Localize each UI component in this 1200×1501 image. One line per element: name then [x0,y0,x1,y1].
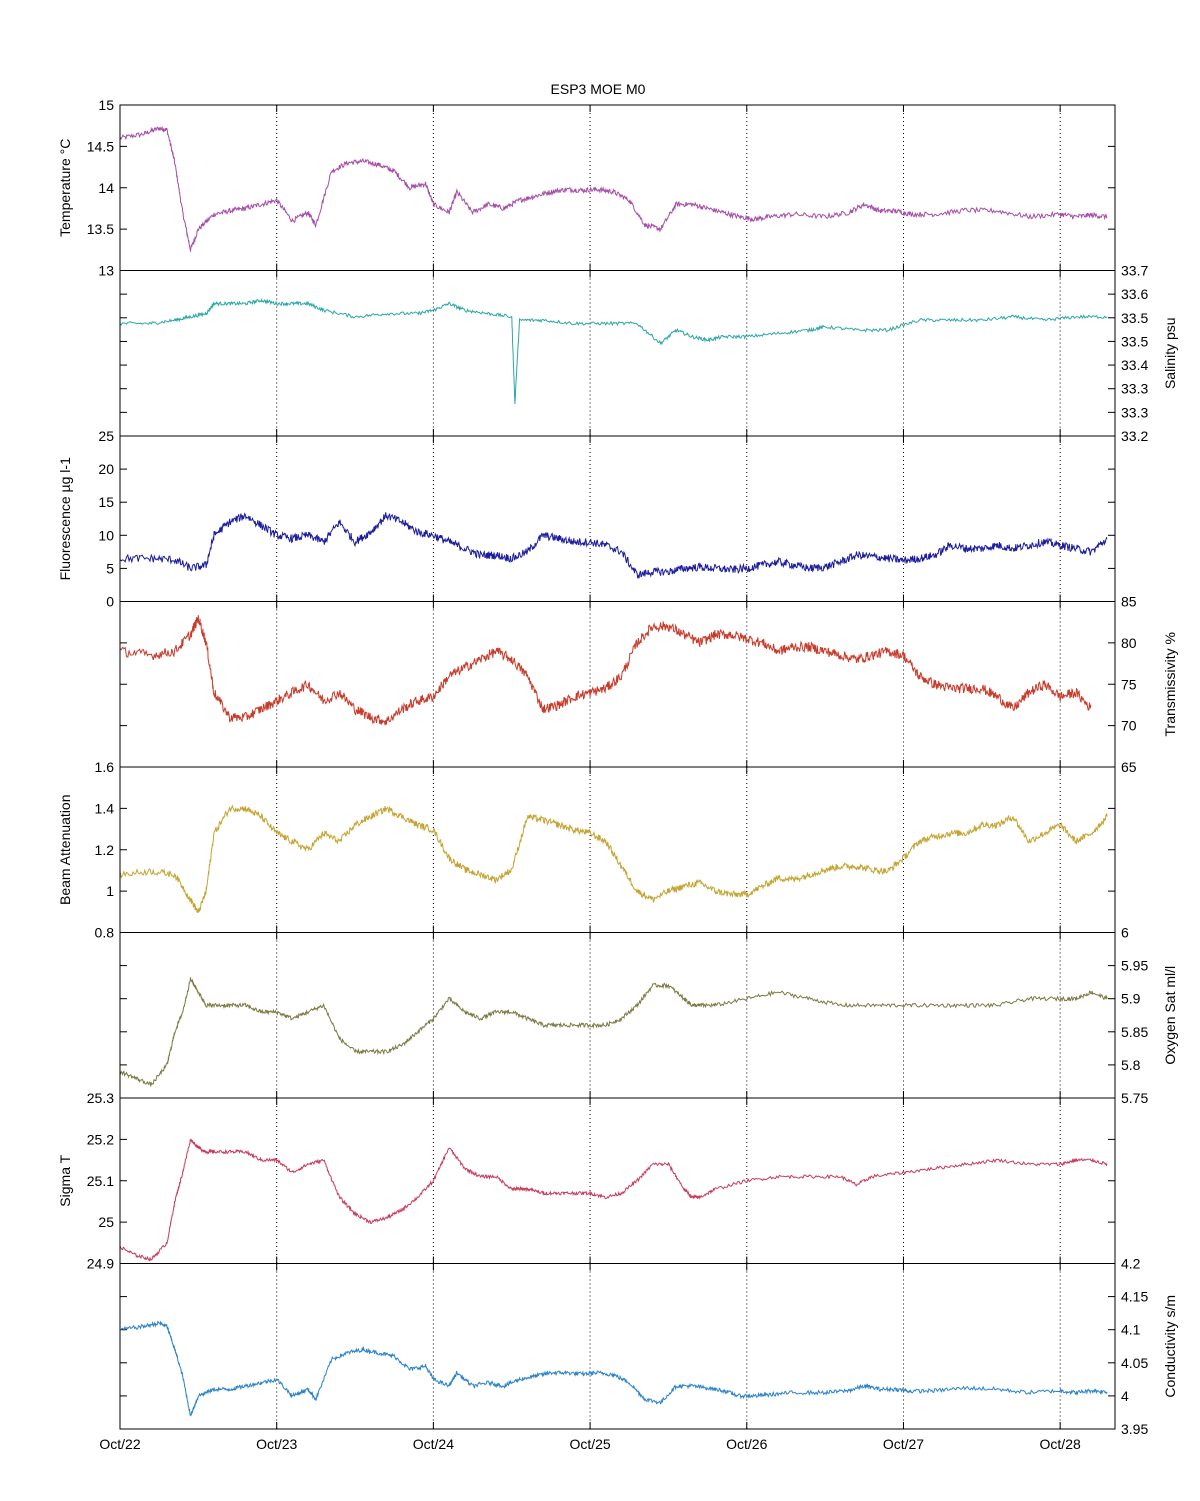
y-tick-label: 33.2 [1121,428,1148,444]
y-tick-label: 13.5 [87,221,114,237]
panel-8: 3.95 4 4.05 4.1 4.15 4.2 Conductivity s/m [119,1256,1178,1437]
series-line [119,977,1108,1087]
panel-frame [119,435,1116,602]
y-tick-label: 24.9 [87,1256,114,1272]
y-tick-label: 85 [1121,594,1137,610]
y-tick-label: 5.85 [1121,1024,1148,1040]
y-tick-label: 3.95 [1121,1421,1148,1437]
panel-frame [119,270,1116,437]
series-line [119,512,1108,579]
y-tick-label: 25 [98,1214,114,1230]
x-tick-label: Oct/27 [883,1436,924,1452]
x-tick-label: Oct/26 [726,1436,767,1452]
y-tick-label: 33.5 [1121,333,1148,349]
y-tick-label: 20 [98,461,114,477]
y-tick-label: 1.2 [95,842,115,858]
x-axis-ticks: Oct/22 Oct/23 Oct/24 Oct/25 Oct/26 Oct/27 Oct/… [99,1436,1081,1452]
panel-7: 24.9 25 25.1 25.2 25.3 Sigma T [57,1090,1116,1272]
y-axis-label: Beam Attenuation [57,794,73,905]
y-tick-label: 4 [1121,1388,1129,1404]
y-tick-label: 4.15 [1121,1289,1148,1305]
series-line [119,297,1108,405]
panel-2: 33.2 33.3 33.3 33.4 33.5 33.5 33.6 33.7 Salinity… [119,263,1178,444]
series-line [119,1320,1108,1417]
y-tick-label: 33.5 [1121,310,1148,326]
y-tick-label: 1.6 [95,759,115,775]
y-tick-label: 6 [1121,925,1129,941]
y-tick-label: 14.5 [87,138,114,154]
panel-frame [119,104,1116,271]
y-tick-label: 33.3 [1121,404,1148,420]
x-tick-label: Oct/25 [569,1436,610,1452]
series-line [119,615,1092,726]
y-tick-label: 65 [1121,759,1137,775]
y-axis-label: Conductivity s/m [1162,1295,1178,1398]
y-tick-label: 5 [106,560,114,576]
y-tick-label: 13 [98,263,114,279]
series-line [119,804,1108,913]
panel-frame [119,932,1116,1099]
y-tick-label: 75 [1121,676,1137,692]
y-tick-label: 25 [98,428,114,444]
y-tick-label: 1.4 [95,800,115,816]
panel-4: 65 70 75 80 85 Transmissivity % [119,594,1178,775]
x-tick-label: Oct/28 [1040,1436,1081,1452]
panel-frame [119,1263,1116,1430]
panel-frame [119,766,1116,933]
series-line [119,126,1108,252]
y-axis-label: Transmissivity % [1162,632,1178,737]
y-axis-label: Sigma T [57,1154,73,1206]
y-tick-label: 1 [106,883,114,899]
y-tick-label: 4.05 [1121,1355,1148,1371]
panel-frame [119,1097,1116,1264]
panel-3: 0 5 10 15 20 25 Fluorescence µg l-1 [57,428,1116,610]
x-tick-label: Oct/24 [413,1436,454,1452]
y-tick-label: 15 [98,494,114,510]
y-tick-label: 0.8 [95,925,115,941]
y-tick-label: 5.95 [1121,958,1148,974]
panel-1: 13 13.5 14 14.5 15 Temperature °C [57,97,1116,279]
y-tick-label: 4.2 [1121,1256,1141,1272]
y-tick-label: 33.6 [1121,286,1148,302]
panel-5: 0.8 1 1.2 1.4 1.6 Beam Attenuation [57,759,1116,941]
y-tick-label: 70 [1121,718,1137,734]
y-tick-label: 33.3 [1121,381,1148,397]
y-tick-label: 0 [106,594,114,610]
y-axis-label: Oxygen Sat ml/l [1162,966,1178,1065]
y-tick-label: 10 [98,527,114,543]
y-tick-label: 33.7 [1121,263,1148,279]
y-axis-label: Temperature °C [57,139,73,237]
y-tick-label: 5.8 [1121,1057,1141,1073]
y-tick-label: 25.3 [87,1090,114,1106]
x-tick-label: Oct/23 [256,1436,297,1452]
chart-title: ESP3 MOE M0 [551,81,646,97]
y-tick-label: 15 [98,97,114,113]
y-tick-label: 25.1 [87,1173,114,1189]
y-tick-label: 25.2 [87,1131,114,1147]
y-tick-label: 14 [98,180,114,196]
y-tick-label: 5.9 [1121,991,1141,1007]
y-tick-label: 80 [1121,635,1137,651]
x-tick-label: Oct/22 [99,1436,140,1452]
y-axis-label: Salinity psu [1162,317,1178,389]
series-line [119,1138,1108,1262]
y-tick-label: 33.4 [1121,357,1148,373]
panel-6: 5.75 5.8 5.85 5.9 5.95 6 Oxygen Sat ml/l [119,925,1178,1106]
y-tick-label: 4.1 [1121,1322,1141,1338]
y-tick-label: 5.75 [1121,1090,1148,1106]
y-axis-label: Fluorescence µg l-1 [57,457,73,580]
